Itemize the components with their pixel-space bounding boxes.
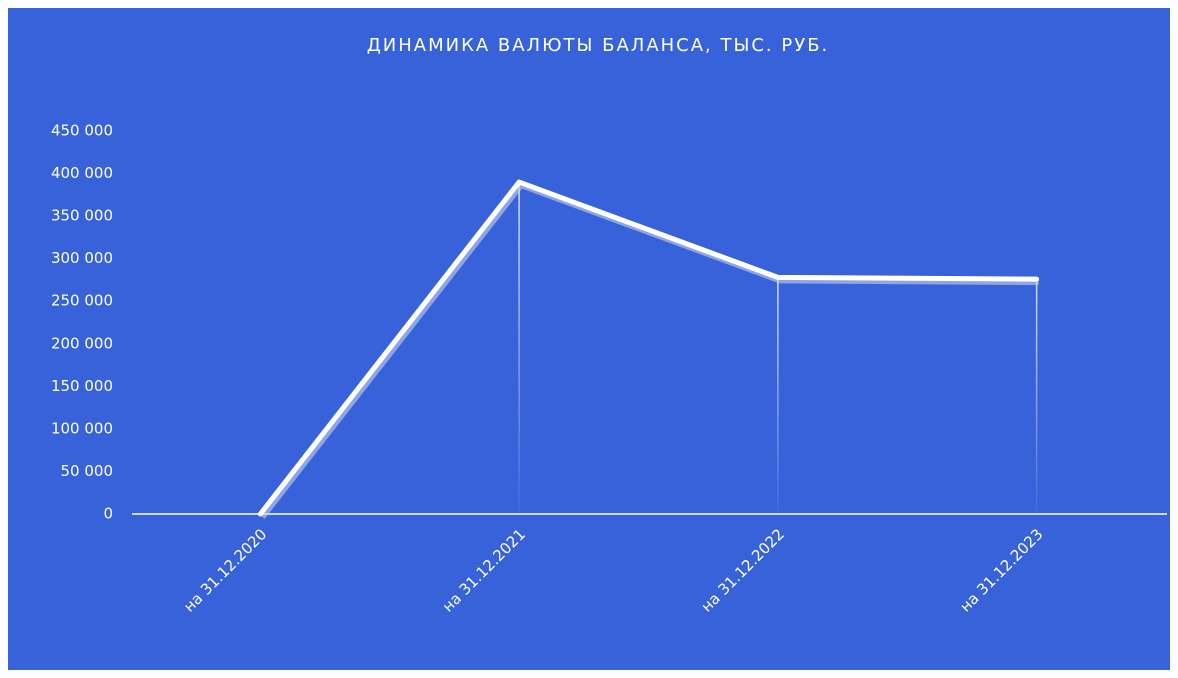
- drop-line: [518, 182, 520, 515]
- drop-line: [1035, 279, 1038, 514]
- y-tick-label: 0: [103, 505, 113, 523]
- background: [8, 8, 1170, 670]
- y-tick-label: 50 000: [61, 462, 114, 480]
- y-tick-label: 100 000: [51, 419, 113, 437]
- y-tick-label: 450 000: [51, 122, 113, 140]
- chart-title: ДИНАМИКА ВАЛЮТЫ БАЛАНСА, ТЫС. РУБ.: [367, 35, 830, 56]
- line: [257, 179, 1040, 517]
- y-tick-label: 300 000: [51, 249, 113, 267]
- y-tick-label: 400 000: [51, 164, 113, 182]
- y-tick-label: 200 000: [51, 334, 113, 352]
- y-tick-label: 250 000: [51, 292, 113, 310]
- drop-line: [777, 277, 779, 514]
- y-tick-label: 150 000: [51, 377, 113, 395]
- y-tick-label: 350 000: [51, 207, 113, 225]
